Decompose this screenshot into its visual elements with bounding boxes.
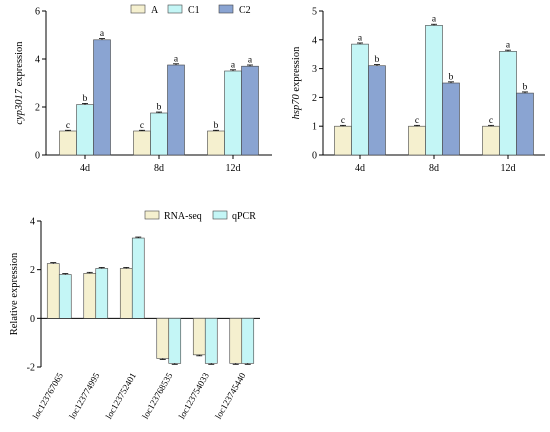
bar-C1-12d: [499, 51, 517, 156]
y-tick-label: 6: [35, 7, 40, 18]
bar-A-8d: [133, 130, 151, 156]
bar-qPCR-loc123745440: [241, 318, 255, 364]
y-tick-label: 4: [30, 217, 35, 228]
x-tick-label: loc123745440: [213, 371, 248, 421]
x-tick-label: loc123774995: [67, 371, 102, 421]
legend-label-qPCR: qPCR: [232, 211, 256, 222]
significance-letter: a: [231, 60, 236, 70]
x-tick-label: loc123752401: [104, 371, 138, 421]
bar-C1-4d: [351, 43, 369, 156]
significance-letter: b: [83, 94, 88, 104]
bar-RNA-seq-loc123768535: [156, 318, 170, 359]
bar-RNA-seq-loc123767065: [46, 263, 60, 319]
y-axis-label: cyp3017 expression: [14, 41, 25, 125]
bar-qPCR-loc123754033: [204, 318, 218, 364]
y-axis-label-gene: cyp3017: [14, 88, 25, 124]
y-tick-label: 0: [35, 151, 40, 162]
significance-letter: b: [375, 55, 380, 65]
legend-swatch-A: [130, 4, 146, 14]
x-tick-label: 8d: [429, 163, 439, 174]
y-tick-label: 0: [30, 314, 35, 325]
bar-qPCR-loc123767065: [58, 274, 72, 319]
bar-C2-8d: [442, 82, 460, 156]
significance-letter: b: [449, 72, 454, 82]
bar-C1-12d: [224, 70, 242, 156]
y-axis-label: hsp70 expression: [291, 46, 302, 119]
bar-C1-8d: [150, 112, 168, 156]
y-tick-label: 1: [312, 122, 317, 133]
y-axis-label: Relative expression: [9, 252, 20, 335]
legend-label-C2: C2: [239, 5, 251, 16]
significance-letter: c: [489, 116, 493, 126]
bar-RNA-seq-loc123745440: [229, 318, 243, 364]
significance-letter: c: [66, 121, 70, 131]
bar-qPCR-loc123774995: [95, 268, 109, 319]
bar-C2-4d: [368, 65, 386, 156]
significance-letter: a: [248, 56, 253, 66]
significance-letter: c: [140, 121, 144, 131]
bar-C1-8d: [425, 25, 443, 156]
bar-A-4d: [59, 130, 77, 156]
significance-letter: c: [415, 116, 419, 126]
bar-C2-12d: [241, 65, 259, 156]
y-axis-label-text: expression: [14, 41, 25, 89]
bar-RNA-seq-loc123774995: [83, 273, 97, 319]
significance-letter: a: [506, 41, 511, 51]
y-tick-label: 5: [312, 7, 317, 18]
bar-RNA-seq-loc123754033: [192, 318, 206, 356]
significance-letter: a: [358, 33, 363, 43]
x-tick-label: 8d: [154, 163, 164, 174]
significance-letter: a: [432, 15, 437, 25]
x-tick-label: loc123768535: [140, 371, 175, 421]
y-tick-label: 3: [312, 64, 317, 75]
significance-letter: a: [100, 29, 105, 39]
bar-C2-4d: [93, 39, 111, 156]
bar-A-12d: [207, 130, 225, 156]
y-tick-label: 4: [35, 55, 40, 66]
y-tick-label: 2: [30, 265, 35, 276]
bar-C2-12d: [516, 92, 534, 156]
legend-swatch-RNA-seq: [144, 210, 160, 220]
bar-C2-8d: [167, 64, 185, 156]
bar-A-4d: [334, 125, 352, 156]
legend-swatch-C2: [218, 4, 234, 14]
bar-A-12d: [482, 125, 500, 156]
bar-C1-4d: [76, 104, 94, 156]
x-tick-label: loc123767065: [31, 371, 66, 421]
y-axis-label-text: expression: [291, 46, 302, 94]
significance-letter: b: [523, 82, 528, 92]
x-tick-label: 4d: [80, 163, 90, 174]
x-tick-label: 4d: [355, 163, 365, 174]
significance-letter: c: [341, 116, 345, 126]
y-tick-label: -2: [27, 363, 35, 374]
significance-letter: a: [174, 54, 179, 64]
x-tick-label: loc123754033: [177, 371, 212, 421]
x-tick-label: 12d: [501, 163, 516, 174]
significance-letter: b: [157, 103, 162, 113]
bar-RNA-seq-loc123752401: [119, 268, 133, 319]
chart-1: 0 2 4 6 cyp3017 expression c b a 4d c b a 8d b a a 12d A C…: [14, 4, 272, 174]
legend-swatch-C1: [167, 4, 183, 14]
legend-label-A: A: [151, 5, 159, 16]
legend-label-C1: C1: [188, 5, 200, 16]
legend-label-RNA-seq: RNA-seq: [164, 211, 202, 222]
y-axis-label-gene: hsp70: [291, 93, 302, 119]
y-tick-label: 2: [35, 103, 40, 114]
significance-letter: b: [214, 121, 219, 131]
x-tick-label: 12d: [226, 163, 241, 174]
y-tick-label: 2: [312, 93, 317, 104]
bar-A-8d: [408, 125, 426, 156]
legend-swatch-qPCR: [212, 210, 228, 220]
chart-2: 0 1 2 3 4 5 hsp70 expression c a b 4d c a b 8d c a b 12d: [291, 7, 545, 174]
y-tick-label: 0: [312, 151, 317, 162]
y-tick-label: 4: [312, 35, 317, 46]
bar-qPCR-loc123768535: [168, 318, 182, 364]
bar-qPCR-loc123752401: [131, 237, 145, 319]
